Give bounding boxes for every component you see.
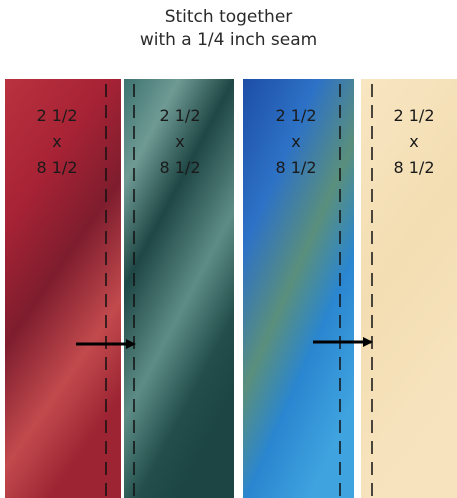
fabric-strip-teal: 2 1/2 x 8 1/2 bbox=[124, 79, 234, 498]
strip-red-width: 2 1/2 bbox=[36, 106, 77, 125]
strip-red-fill bbox=[5, 79, 121, 498]
strip-red-length: 8 1/2 bbox=[36, 158, 77, 177]
fabric-strip-blue: 2 1/2 x 8 1/2 bbox=[243, 79, 354, 498]
strip-blue-fill bbox=[243, 79, 354, 498]
strip-blue-length: 8 1/2 bbox=[275, 158, 316, 177]
fabric-strip-cream: 2 1/2 x 8 1/2 bbox=[361, 79, 457, 498]
strip-teal-length: 8 1/2 bbox=[159, 158, 200, 177]
title-line-1: Stitch together bbox=[164, 7, 293, 27]
strip-teal-times: x bbox=[175, 132, 184, 151]
strip-blue-times: x bbox=[291, 132, 300, 151]
title-line-2: with a 1/4 inch seam bbox=[139, 30, 318, 50]
instruction-title: Stitch together with a 1/4 inch seam bbox=[0, 6, 457, 52]
strip-cream-width: 2 1/2 bbox=[393, 106, 434, 125]
strip-teal-fill bbox=[124, 79, 234, 498]
strip-cream-length: 8 1/2 bbox=[393, 158, 434, 177]
strip-teal-width: 2 1/2 bbox=[159, 106, 200, 125]
strip-blue-width: 2 1/2 bbox=[275, 106, 316, 125]
fabric-strip-red: 2 1/2 x 8 1/2 bbox=[5, 79, 121, 498]
strip-red-times: x bbox=[52, 132, 61, 151]
strip-cream-times: x bbox=[409, 132, 418, 151]
strip-cream-fill bbox=[361, 79, 457, 498]
